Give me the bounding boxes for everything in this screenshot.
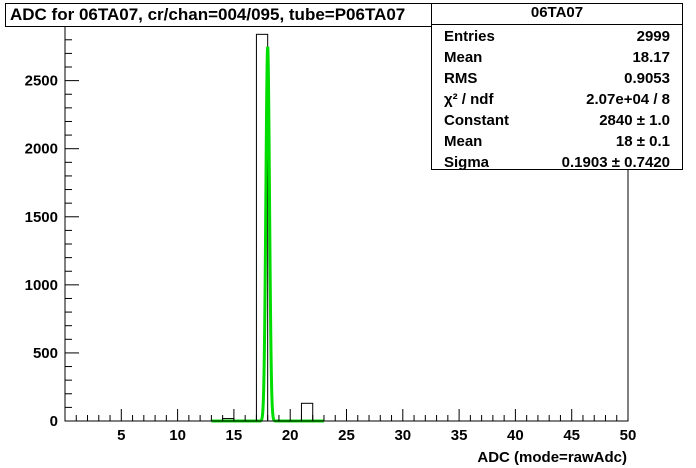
stats-value: 2999 (636, 28, 670, 45)
y-tick-label: 0 (50, 413, 58, 430)
stats-value: 2.07e+04 / 8 (586, 91, 670, 108)
x-tick-label: 40 (507, 427, 524, 444)
stats-row: Mean 18 ± 0.1 (432, 131, 682, 152)
stats-value: 18.17 (632, 49, 670, 66)
y-tick-label: 1500 (25, 209, 58, 226)
stats-value: 0.1903 ± 0.7420 (561, 154, 670, 171)
stats-label: χ² / ndf (444, 91, 494, 108)
x-tick-label: 15 (226, 427, 243, 444)
stats-row: Constant 2840 ± 1.0 (432, 110, 682, 131)
x-axis-ticks: 5 10 15 20 25 30 35 40 45 50 (64, 409, 637, 444)
stats-row: χ² / ndf 2.07e+04 / 8 (432, 89, 682, 110)
y-axis-ticks: 0 500 1000 1500 2000 2500 (25, 25, 79, 430)
stats-label: Constant (444, 112, 509, 129)
stats-row: Mean 18.17 (432, 47, 682, 68)
stats-row: Entries 2999 (432, 26, 682, 47)
stats-label: Entries (444, 28, 495, 45)
stats-label: Sigma (444, 154, 490, 171)
stats-box: 06TA07 Entries 2999 Mean 18.17 RMS 0.9053 χ² /… (431, 3, 683, 173)
x-tick-label: 25 (338, 427, 355, 444)
stats-value: 0.9053 (624, 70, 670, 87)
stats-row: Sigma 0.1903 ± 0.7420 (432, 152, 682, 173)
stats-name: 06TA07 (432, 4, 682, 25)
y-tick-label: 2000 (25, 141, 58, 158)
stats-row: RMS 0.9053 (432, 68, 682, 89)
x-tick-label: 30 (394, 427, 411, 444)
stats-value: 2840 ± 1.0 (599, 112, 670, 129)
stats-label: Mean (444, 133, 483, 150)
x-tick-label: 10 (169, 427, 186, 444)
x-axis-title: ADC (mode=rawAdc) (477, 449, 627, 466)
x-tick-label: 50 (620, 427, 637, 444)
stats-label: RMS (444, 70, 478, 87)
stats-value: 18 ± 0.1 (615, 133, 670, 150)
stats-label: Mean (444, 49, 483, 66)
y-tick-label: 1000 (25, 277, 58, 294)
y-tick-label: 500 (33, 345, 58, 362)
x-tick-label: 5 (117, 427, 125, 444)
histogram-bar (300, 402, 314, 422)
x-tick-label: 45 (563, 427, 580, 444)
histogram-title: ADC for 06TA07, cr/chan=004/095, tube=P0… (5, 3, 435, 27)
y-tick-label: 2500 (25, 73, 58, 90)
x-tick-label: 20 (282, 427, 299, 444)
x-tick-label: 35 (451, 427, 468, 444)
